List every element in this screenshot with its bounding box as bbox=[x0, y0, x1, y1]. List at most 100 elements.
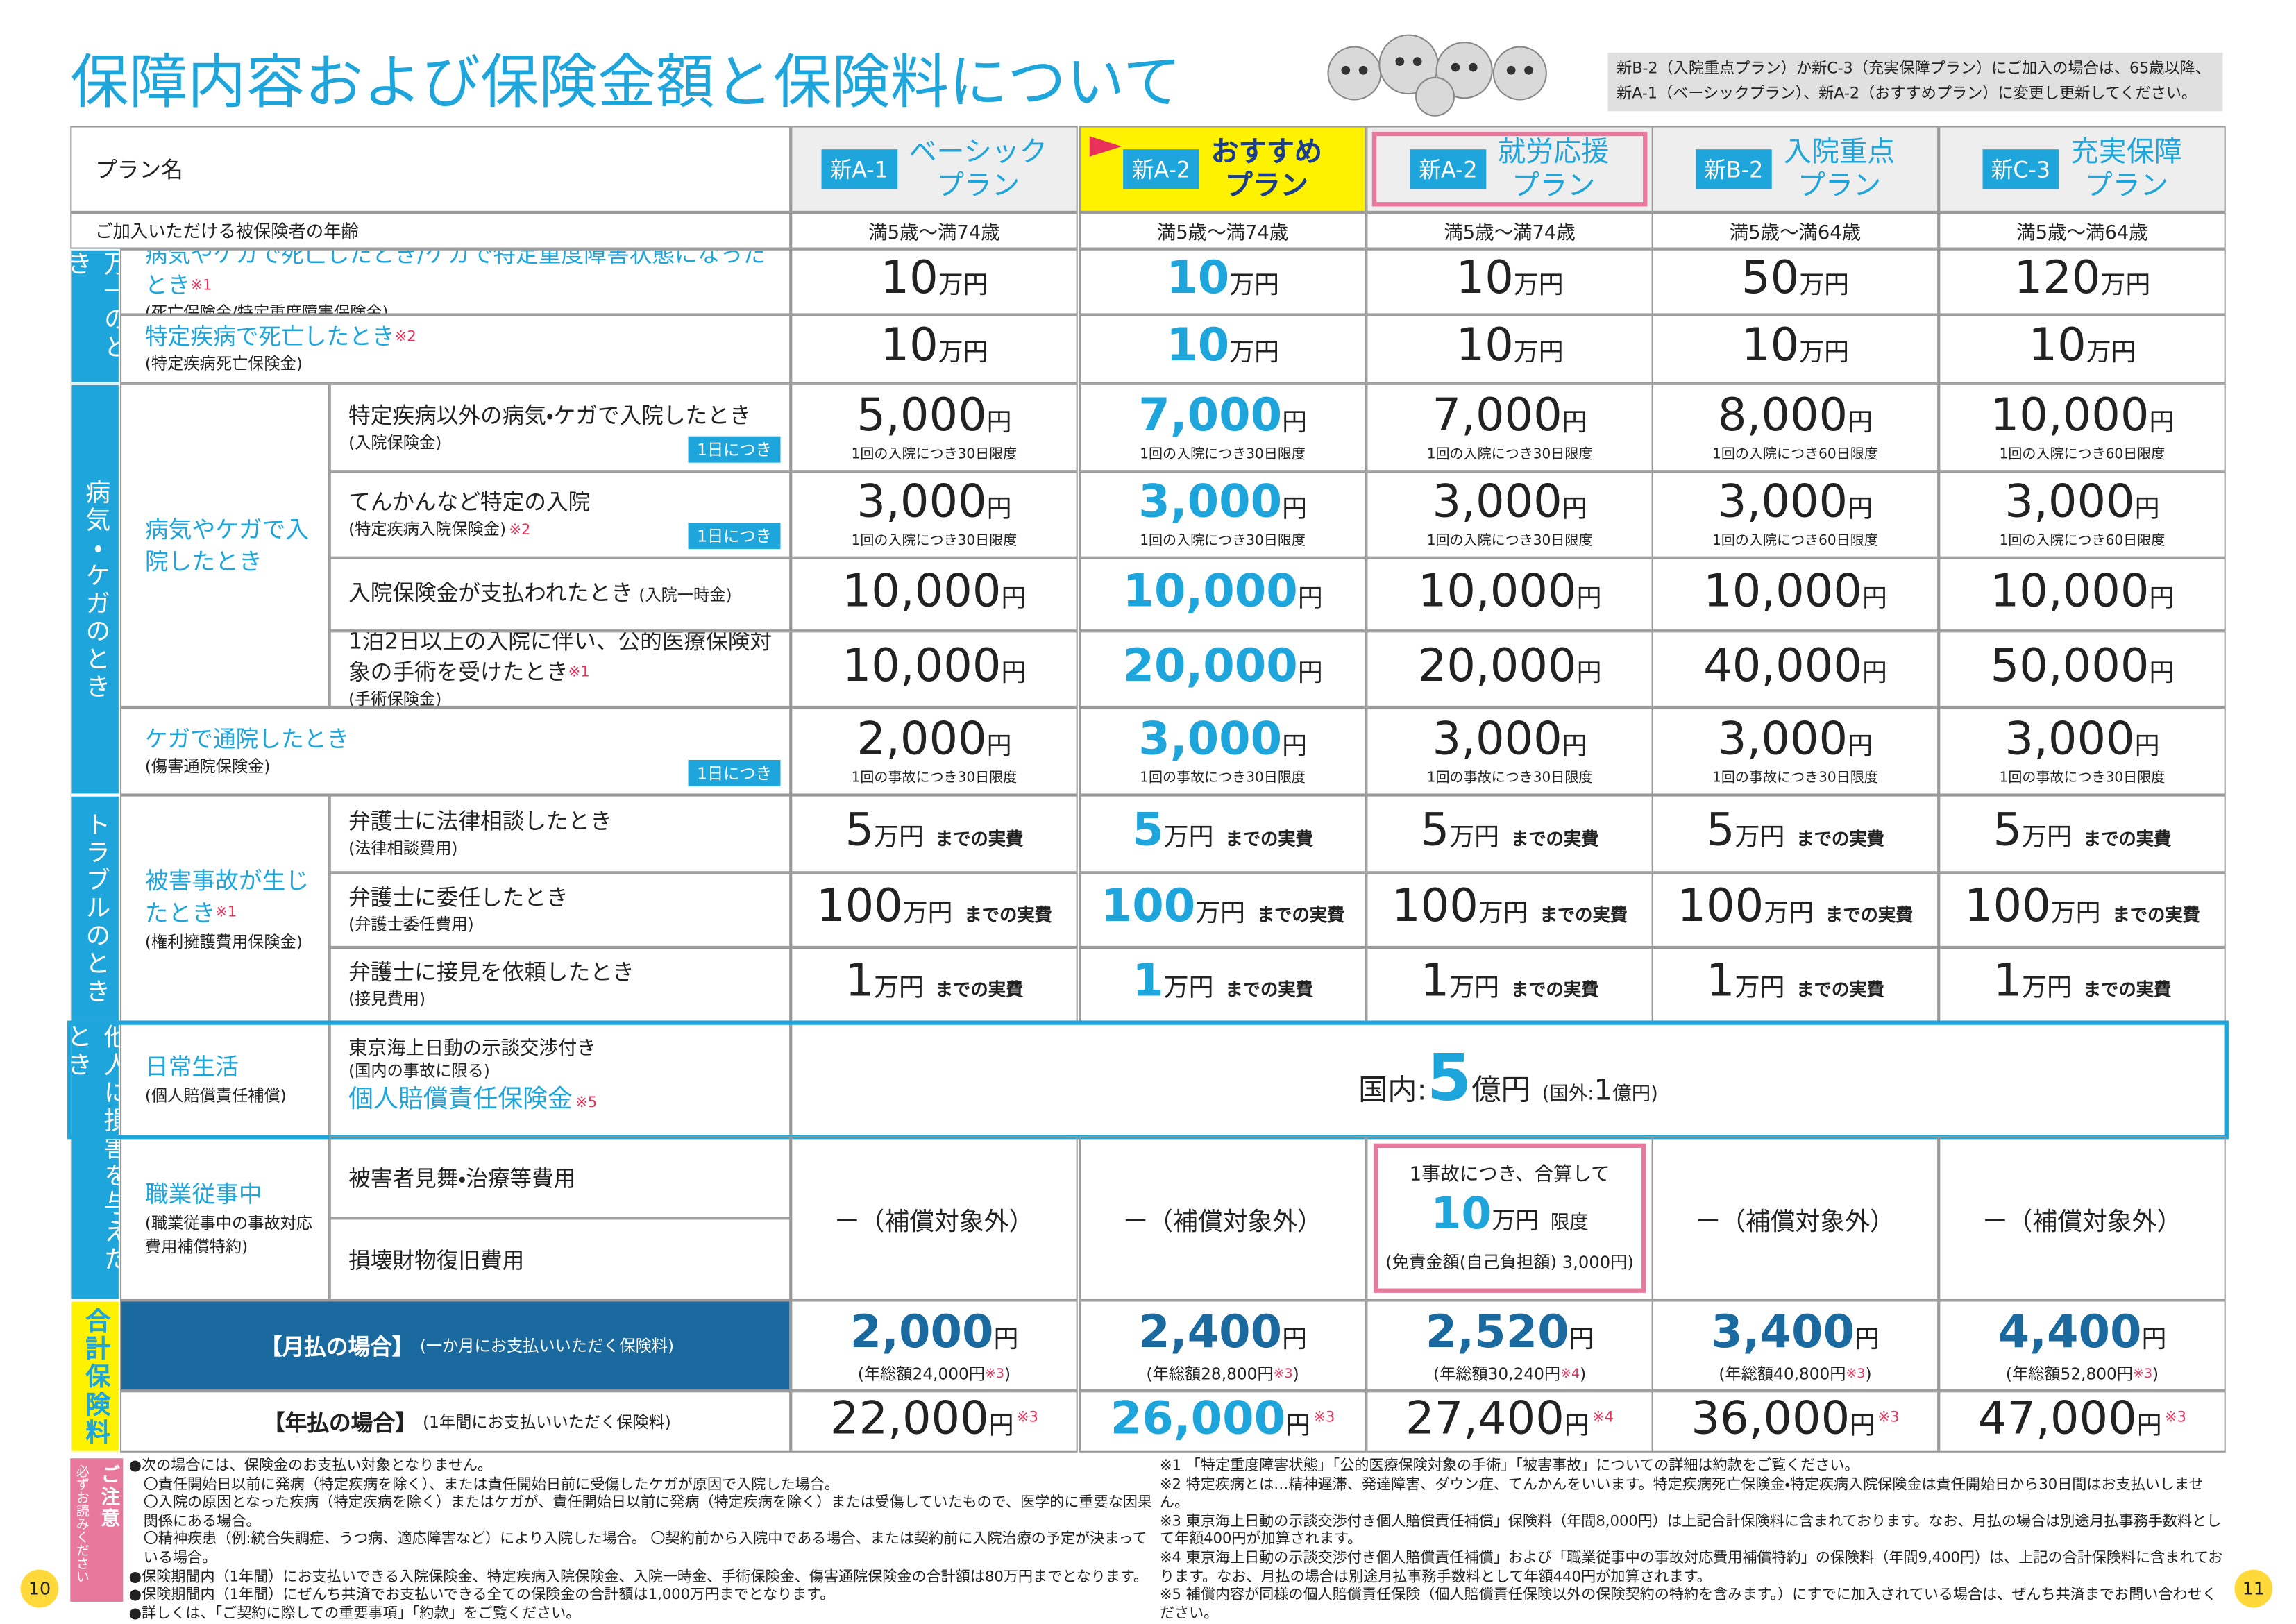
text: 満5歳～満64歳 bbox=[2016, 222, 2148, 245]
per-day-badge: 1日につき bbox=[688, 436, 781, 463]
annual-line: (年総額28,800円※3) bbox=[1146, 1364, 1299, 1385]
premium-cell: 47,000円 ※3 bbox=[1939, 1391, 2226, 1453]
footnote-mark: ※3 bbox=[1273, 1367, 1293, 1382]
plan-name: ベーシック プラン bbox=[909, 135, 1047, 203]
row-sub: (接見費用) bbox=[348, 990, 426, 1009]
note-line: ※2 特定疾病とは…精神遅滞、発達障害、ダウン症、てんかんをいいます。特定疾病死… bbox=[1160, 1477, 2229, 1514]
header-note: 新B-2（入院重点プラン）か新C-3（充実保障プラン）にご加入の場合は、65歳以… bbox=[1607, 52, 2223, 112]
limit-note: 1回の入院につき30日限度 bbox=[1140, 532, 1306, 550]
amount-cell: 3,000円 1回の事故につき30日限度 bbox=[1939, 707, 2226, 795]
page-number-text: 10 bbox=[28, 1578, 51, 1599]
amount: 3,000 bbox=[2004, 712, 2135, 766]
unit: 円 bbox=[1862, 583, 1887, 613]
amount: 10,000 bbox=[1990, 564, 2150, 618]
unit: 円 bbox=[1282, 731, 1307, 761]
amount-line: 7,000円 bbox=[1138, 391, 1307, 446]
plan-code: 新B-2 bbox=[1695, 149, 1772, 189]
unit: 万円 bbox=[1195, 898, 1245, 928]
amount: 3,000 bbox=[1432, 475, 1562, 529]
text: 満5歳～満74歳 bbox=[1444, 222, 1576, 245]
liability-title-line: 個人賠償責任保険金 ※5 bbox=[348, 1081, 789, 1121]
row-text: てんかんなど特定の入院 bbox=[348, 488, 591, 515]
not-covered: ー（補償対象外） bbox=[1696, 1207, 1895, 1237]
plan-header: 新A-2 就労応援 プラン bbox=[1366, 126, 1653, 212]
amount: 10,000 bbox=[1990, 389, 2150, 442]
plan-header: 新B-2 入院重点 プラン bbox=[1651, 126, 1939, 212]
suffix: までの実費 bbox=[1796, 979, 1884, 999]
plan-name-line: 就労応援 bbox=[1498, 135, 1610, 168]
group-label: 被害事故が生じたとき※1 (権利擁護費用保険金) bbox=[119, 795, 330, 1022]
amount-cell: 10万円 bbox=[1366, 314, 1653, 384]
unit: 万円 bbox=[1492, 1206, 1539, 1235]
liability-pre: 東京海上日動の示談交渉付き bbox=[348, 1037, 596, 1060]
row-label: 1泊2日以上の入院に伴い、公的医療保険対象の手術を受けたとき※1 (手術保険金) bbox=[329, 631, 791, 707]
amount-line: 3,000円 bbox=[856, 479, 1011, 533]
amount-line: 10万円 bbox=[880, 255, 988, 309]
plan-header: 新C-3 充実保障 プラン bbox=[1939, 126, 2226, 212]
plan-name-line: プラン bbox=[1797, 169, 1882, 202]
group-text: 日常生活 bbox=[144, 1052, 239, 1081]
amount-cell: 5万円 までの実費 bbox=[1939, 795, 2226, 873]
amount-line: 10,000円 bbox=[843, 642, 1027, 696]
row-title: 入院保険金が支払われたとき (入院一時金) bbox=[348, 578, 789, 610]
page-number: 10 bbox=[20, 1569, 59, 1608]
amount-line: 3,000円 bbox=[2004, 479, 2159, 533]
amount-cell: 3,000円 1回の入院につき30日限度 bbox=[791, 471, 1078, 558]
unit: 万円 bbox=[2022, 972, 2072, 1003]
unit: 万円 bbox=[938, 271, 988, 301]
notes-left: ●次の場合には、保険金のお支払い対象となりません。 〇責任開始日以前に発病（特定疾… bbox=[129, 1458, 1154, 1622]
unit: 円 bbox=[1562, 731, 1587, 761]
section-text: トラブルのとき bbox=[79, 811, 110, 1006]
row-text: 1泊2日以上の入院に伴い、公的医療保険対象の手術を受けたとき bbox=[348, 631, 773, 686]
amount-line: 10,000円 bbox=[1991, 568, 2175, 622]
annual-total: (年総額30,240円 bbox=[1433, 1364, 1561, 1383]
footnote-mark: ※3 bbox=[984, 1367, 1004, 1382]
caution-text: 必ずお読みください bbox=[73, 1464, 88, 1583]
premium-sub: (一か月にお支払いいただく保険料) bbox=[419, 1337, 675, 1356]
annual-line: (年総額30,240円※4) bbox=[1433, 1364, 1586, 1385]
amount: 10 bbox=[1455, 251, 1514, 305]
unit: 万円 bbox=[1229, 271, 1279, 301]
per-day-badge: 1日につき bbox=[688, 523, 781, 550]
page-title: 保障内容および保険金額と保険料について bbox=[70, 49, 1182, 117]
unit: 万円 bbox=[874, 822, 924, 852]
amount: 100 bbox=[1392, 879, 1478, 932]
amount-cell: 10,000円 bbox=[1079, 557, 1367, 632]
amount: 100 bbox=[816, 879, 903, 932]
unit: 円 bbox=[2136, 1410, 2162, 1440]
amount-line: 5万円 までの実費 bbox=[1993, 806, 2172, 861]
row-text: ケガで通院したとき bbox=[144, 725, 350, 752]
unit: 円 bbox=[1562, 407, 1587, 437]
limit-note: 1回の事故につき30日限度 bbox=[1712, 769, 1878, 786]
premium-cell: 2,000円 (年総額24,000円※3) bbox=[791, 1300, 1078, 1392]
age-cell: 満5歳～満74歳 bbox=[1079, 212, 1367, 249]
amount-cell: 5万円 までの実費 bbox=[1079, 795, 1367, 873]
amount-cell: 1万円 までの実費 bbox=[791, 947, 1078, 1022]
premium-line: 22,000円 ※3 bbox=[830, 1393, 1038, 1450]
premium-line: 26,000円 ※3 bbox=[1111, 1393, 1335, 1450]
row-label: 入院保険金が支払われたとき (入院一時金) bbox=[329, 557, 791, 632]
plan-name: 充実保障 プラン bbox=[2071, 135, 2182, 203]
row-sub-line: (特定疾病入院保険金) ※2 bbox=[348, 518, 789, 543]
amount-cell: 3,000円 1回の入院につき30日限度 bbox=[1366, 471, 1653, 558]
annual-total: (年総額28,800円 bbox=[1146, 1364, 1274, 1383]
special-line: 1事故につき、合算して bbox=[1409, 1164, 1610, 1186]
unit: 万円 bbox=[1163, 822, 1214, 852]
row-sub: (傷害通院保険金) bbox=[144, 756, 271, 776]
amount-line: 10,000円 bbox=[1991, 391, 2175, 446]
amount-cell: 20,000円 bbox=[1366, 631, 1653, 707]
premium-amount: 4,400 bbox=[1998, 1305, 2142, 1358]
amount-cell: 3,000円 1回の事故につき30日限度 bbox=[1651, 707, 1939, 795]
age-label-cell: ご加入いただける被保険者の年齢 bbox=[70, 212, 791, 249]
unit: 円 bbox=[1854, 1324, 1880, 1354]
footnote-mark: ※4 bbox=[1560, 1367, 1580, 1382]
row-sub-line: (死亡保険金/特定重度障害保険金) bbox=[145, 301, 789, 314]
note-line: ※1 「特定重度障害状態」「公的医療保険対象の手術」「被害事故」についての詳細は… bbox=[1160, 1458, 2229, 1477]
amount-cell: 1万円 までの実費 bbox=[1651, 947, 1939, 1022]
amount-line: 10,000円 bbox=[1418, 568, 1602, 622]
group-text: 病気やケガで入院したとき bbox=[144, 514, 310, 575]
plan-name-line: 入院重点 bbox=[1783, 135, 1896, 168]
amount-line: 40,000円 bbox=[1703, 642, 1887, 696]
unit: 円 bbox=[2149, 583, 2175, 613]
suffix: までの実費 bbox=[964, 904, 1053, 925]
